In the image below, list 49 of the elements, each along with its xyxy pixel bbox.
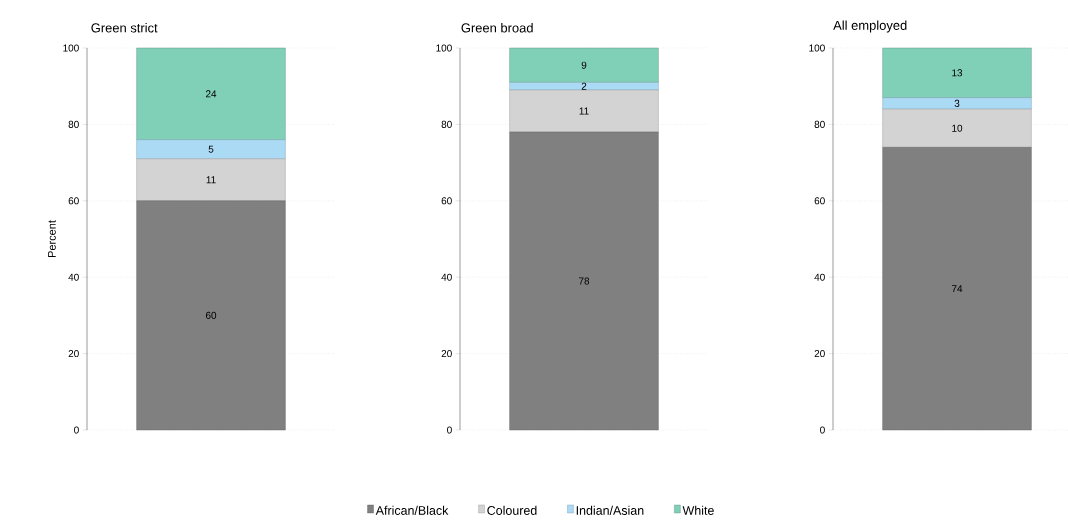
- data-label: 13: [952, 69, 963, 77]
- y-tick-label: 20: [441, 350, 452, 358]
- y-tick-label: 60: [68, 197, 79, 205]
- bar: [509, 131, 659, 431]
- y-tick-label: 80: [68, 120, 79, 128]
- data-label: 2: [581, 82, 587, 90]
- y-tick-label: 20: [68, 350, 79, 358]
- data-label: 60: [205, 311, 217, 319]
- y-tick-label: 40: [68, 273, 79, 281]
- data-label: 5: [208, 145, 214, 153]
- y-tick-label: 100: [436, 44, 452, 52]
- bar: [136, 139, 286, 159]
- y-tick-label: 0: [820, 426, 825, 434]
- chart-title: All employed: [833, 20, 907, 33]
- y-tick-label: 60: [441, 197, 452, 205]
- legend-label: Indian/Asian: [576, 505, 644, 515]
- bar: [509, 89, 659, 133]
- legend-label: African/Black: [375, 505, 449, 515]
- bar: [882, 97, 1032, 110]
- data-label: 78: [578, 277, 590, 285]
- bar: [882, 108, 1032, 148]
- y-tick-label: 0: [447, 426, 452, 434]
- legend-label: Coloured: [487, 505, 537, 515]
- bar: [136, 200, 286, 431]
- bar: [136, 47, 286, 140]
- data-label: 10: [952, 124, 963, 132]
- data-label: 11: [206, 176, 216, 184]
- data-label: 24: [205, 90, 217, 98]
- y-tick-label: 40: [814, 273, 825, 281]
- chart-title: Green broad: [461, 22, 533, 33]
- bar: [509, 47, 659, 83]
- y-tick-label: 60: [814, 197, 825, 205]
- chart-title: Green strict: [91, 22, 158, 33]
- bar: [136, 158, 286, 201]
- y-axis-title: Percent: [48, 220, 56, 257]
- y-tick-label: 80: [814, 120, 825, 128]
- y-tick-label: 20: [814, 350, 825, 358]
- data-label: 11: [579, 107, 589, 115]
- data-label: 9: [581, 61, 587, 69]
- y-tick-label: 100: [63, 44, 79, 52]
- bar: [882, 47, 1032, 98]
- y-tick-label: 0: [74, 426, 79, 434]
- y-tick-label: 40: [441, 273, 452, 281]
- legend-label: White: [682, 505, 714, 515]
- bar: [882, 147, 1032, 431]
- data-label: 3: [954, 99, 960, 107]
- data-label: 74: [951, 285, 963, 293]
- y-tick-label: 100: [809, 44, 825, 52]
- y-tick-label: 80: [441, 120, 452, 128]
